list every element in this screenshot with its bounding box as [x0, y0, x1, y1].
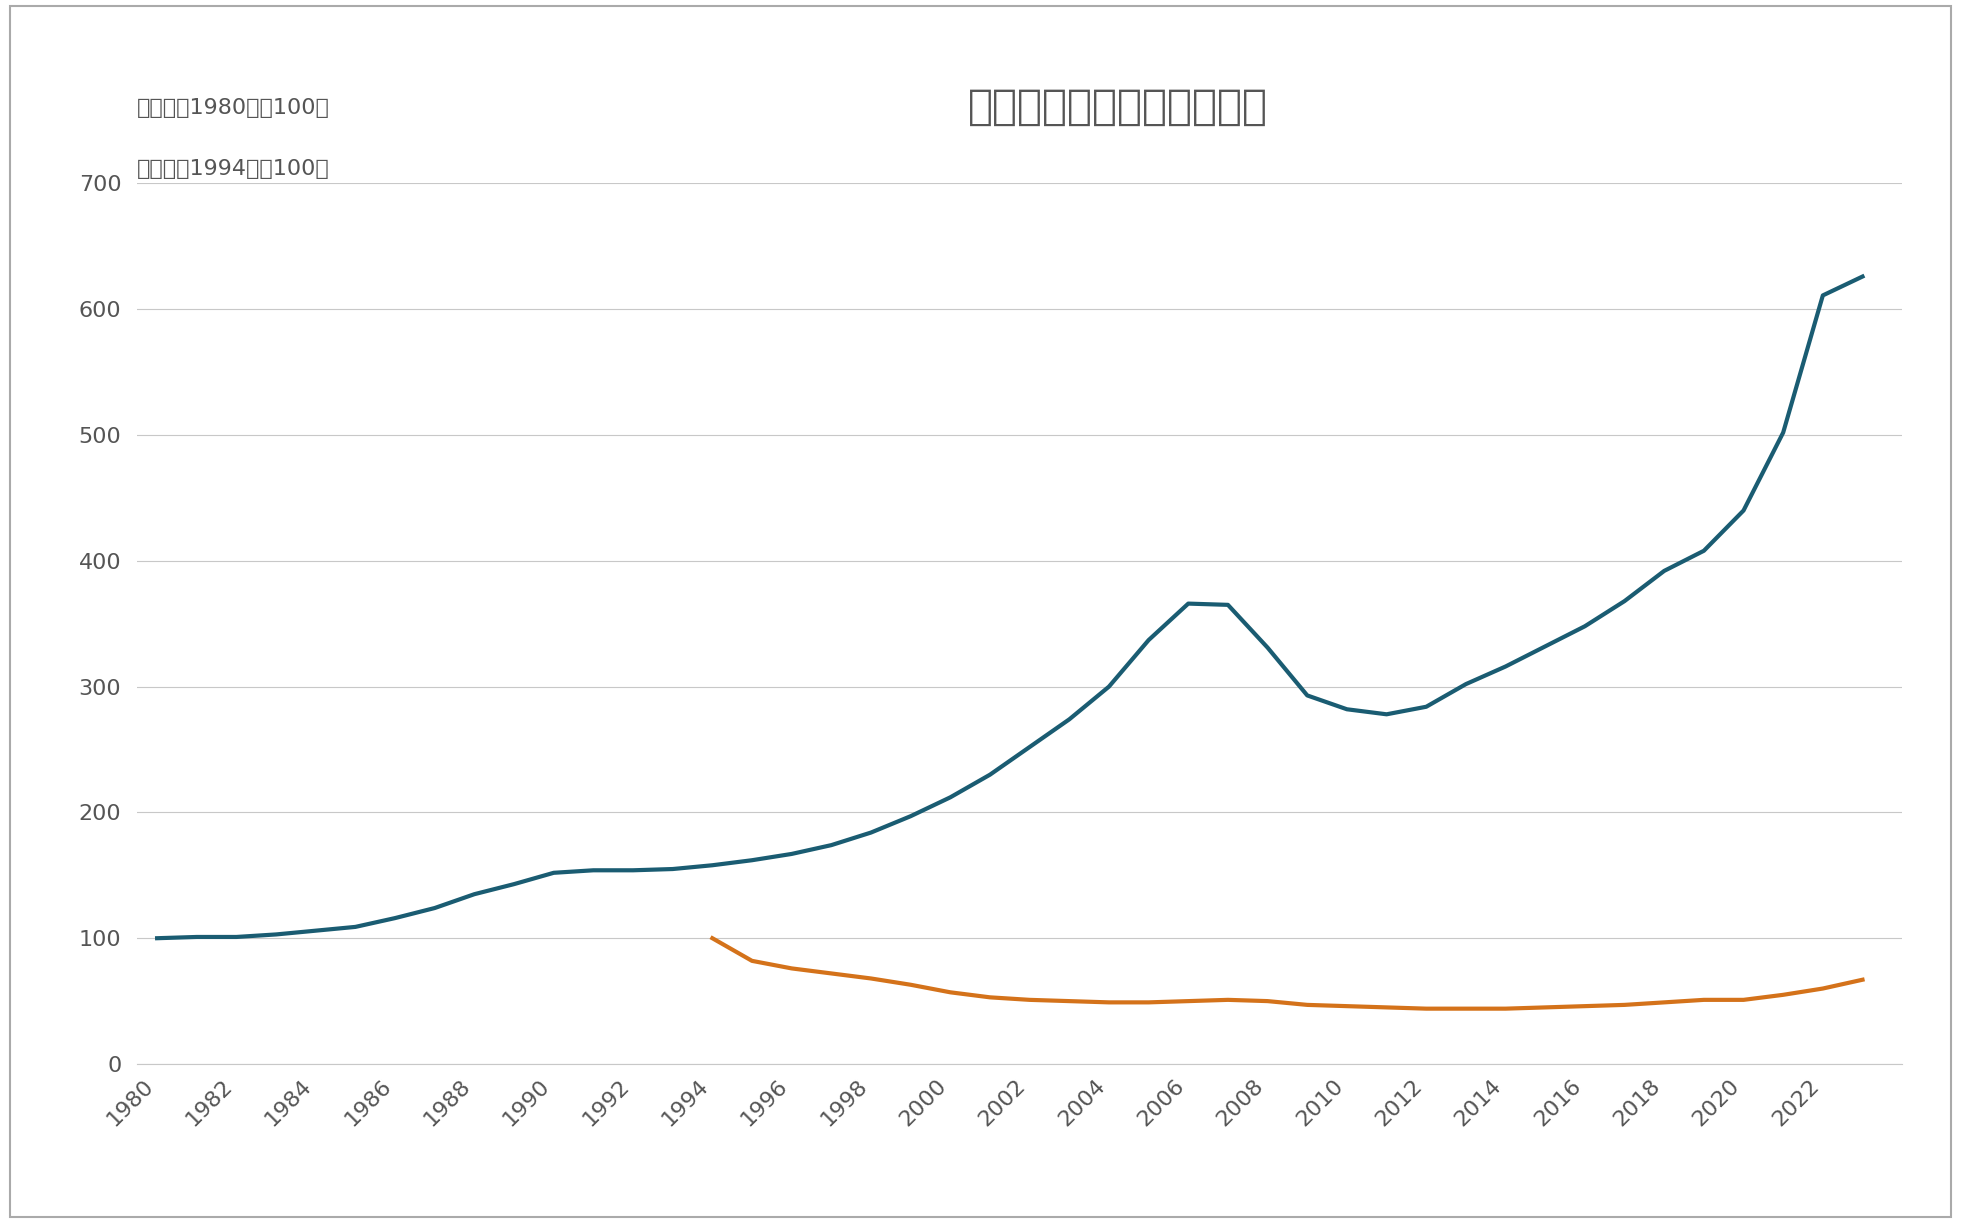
米国	[1812, 289, 1835, 303]
米国	[1573, 619, 1596, 634]
米国	[780, 846, 804, 861]
日本	[780, 961, 804, 976]
米国	[343, 920, 367, 934]
日本	[1018, 993, 1041, 1008]
日本	[1732, 993, 1755, 1008]
米国	[1335, 702, 1359, 717]
米国	[1177, 597, 1200, 612]
米国	[1296, 689, 1320, 703]
日本	[1296, 998, 1320, 1013]
米国	[939, 790, 963, 805]
日本	[1534, 1000, 1557, 1015]
日本	[1573, 999, 1596, 1014]
米国	[226, 929, 249, 944]
米国	[1653, 564, 1677, 578]
米国	[1057, 712, 1081, 726]
米国	[145, 931, 169, 945]
米国	[1851, 269, 1875, 284]
米国	[1612, 593, 1635, 608]
日本	[898, 977, 922, 992]
米国	[1732, 503, 1755, 517]
米国	[739, 852, 763, 867]
米国	[700, 857, 724, 872]
米国	[1494, 659, 1518, 674]
日本	[1812, 981, 1835, 996]
米国	[541, 866, 565, 881]
Text: （米国は1980年＝100）: （米国は1980年＝100）	[137, 98, 329, 117]
米国	[1018, 740, 1041, 755]
米国	[382, 911, 406, 926]
Line: 日本: 日本	[712, 938, 1863, 1009]
日本	[1216, 993, 1239, 1008]
日本	[1255, 994, 1279, 1009]
米国	[898, 808, 922, 823]
日本	[859, 971, 882, 986]
米国	[1534, 640, 1557, 654]
日本	[1851, 972, 1875, 987]
日本	[1414, 1002, 1437, 1016]
日本	[1771, 987, 1794, 1002]
日本	[1137, 996, 1161, 1010]
米国	[661, 862, 684, 877]
日本	[1692, 993, 1716, 1008]
米国	[582, 863, 606, 878]
日本	[1455, 1002, 1479, 1016]
米国	[859, 826, 882, 840]
米国	[463, 887, 486, 901]
日本	[1612, 998, 1635, 1013]
日本	[939, 985, 963, 999]
米国	[1455, 676, 1479, 691]
米国	[265, 927, 288, 942]
米国	[1137, 632, 1161, 647]
米国	[304, 923, 327, 938]
米国	[1098, 679, 1122, 693]
日本	[1057, 994, 1081, 1009]
米国	[1414, 700, 1437, 714]
米国	[622, 863, 645, 878]
日本	[1177, 994, 1200, 1009]
日本	[739, 954, 763, 969]
Text: 日米の住宅価格指数の推移: 日米の住宅価格指数の推移	[969, 86, 1267, 127]
米国	[424, 900, 447, 915]
日本	[1375, 1000, 1398, 1015]
日本	[1335, 999, 1359, 1014]
日本	[1098, 996, 1122, 1010]
米国	[1692, 543, 1716, 558]
日本	[700, 931, 724, 945]
米国	[184, 929, 208, 944]
米国	[1771, 426, 1794, 440]
米国	[1255, 641, 1279, 656]
米国	[1375, 707, 1398, 722]
Line: 米国: 米国	[157, 276, 1863, 938]
日本	[1653, 996, 1677, 1010]
米国	[1216, 598, 1239, 613]
日本	[820, 966, 843, 981]
米国	[979, 767, 1002, 781]
日本	[979, 989, 1002, 1004]
米国	[820, 838, 843, 852]
Text: （日本は1994年＝100）: （日本は1994年＝100）	[137, 159, 329, 179]
日本	[1494, 1002, 1518, 1016]
米国	[502, 877, 526, 892]
